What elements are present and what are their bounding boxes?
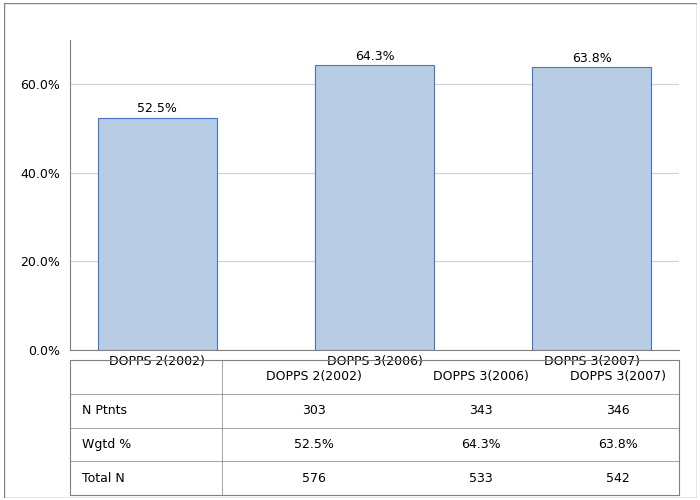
Bar <box>98 118 217 350</box>
Text: 533: 533 <box>469 472 493 484</box>
Text: 303: 303 <box>302 404 326 417</box>
Bar <box>315 65 434 350</box>
Text: 346: 346 <box>606 404 630 417</box>
Text: 542: 542 <box>606 472 630 484</box>
Text: DOPPS 2(2002): DOPPS 2(2002) <box>266 370 361 384</box>
Text: N Ptnts: N Ptnts <box>82 404 127 417</box>
Text: DOPPS 3(2007): DOPPS 3(2007) <box>570 370 666 384</box>
Text: 343: 343 <box>469 404 493 417</box>
Text: 64.3%: 64.3% <box>355 50 394 63</box>
Text: Wgtd %: Wgtd % <box>82 438 132 451</box>
Text: 64.3%: 64.3% <box>461 438 501 451</box>
Text: 63.8%: 63.8% <box>572 52 612 65</box>
Text: 576: 576 <box>302 472 326 484</box>
Text: 63.8%: 63.8% <box>598 438 638 451</box>
Bar <box>532 68 651 350</box>
Text: DOPPS 3(2006): DOPPS 3(2006) <box>433 370 529 384</box>
Text: 52.5%: 52.5% <box>137 102 177 116</box>
Text: Total N: Total N <box>82 472 125 484</box>
Text: 52.5%: 52.5% <box>294 438 333 451</box>
